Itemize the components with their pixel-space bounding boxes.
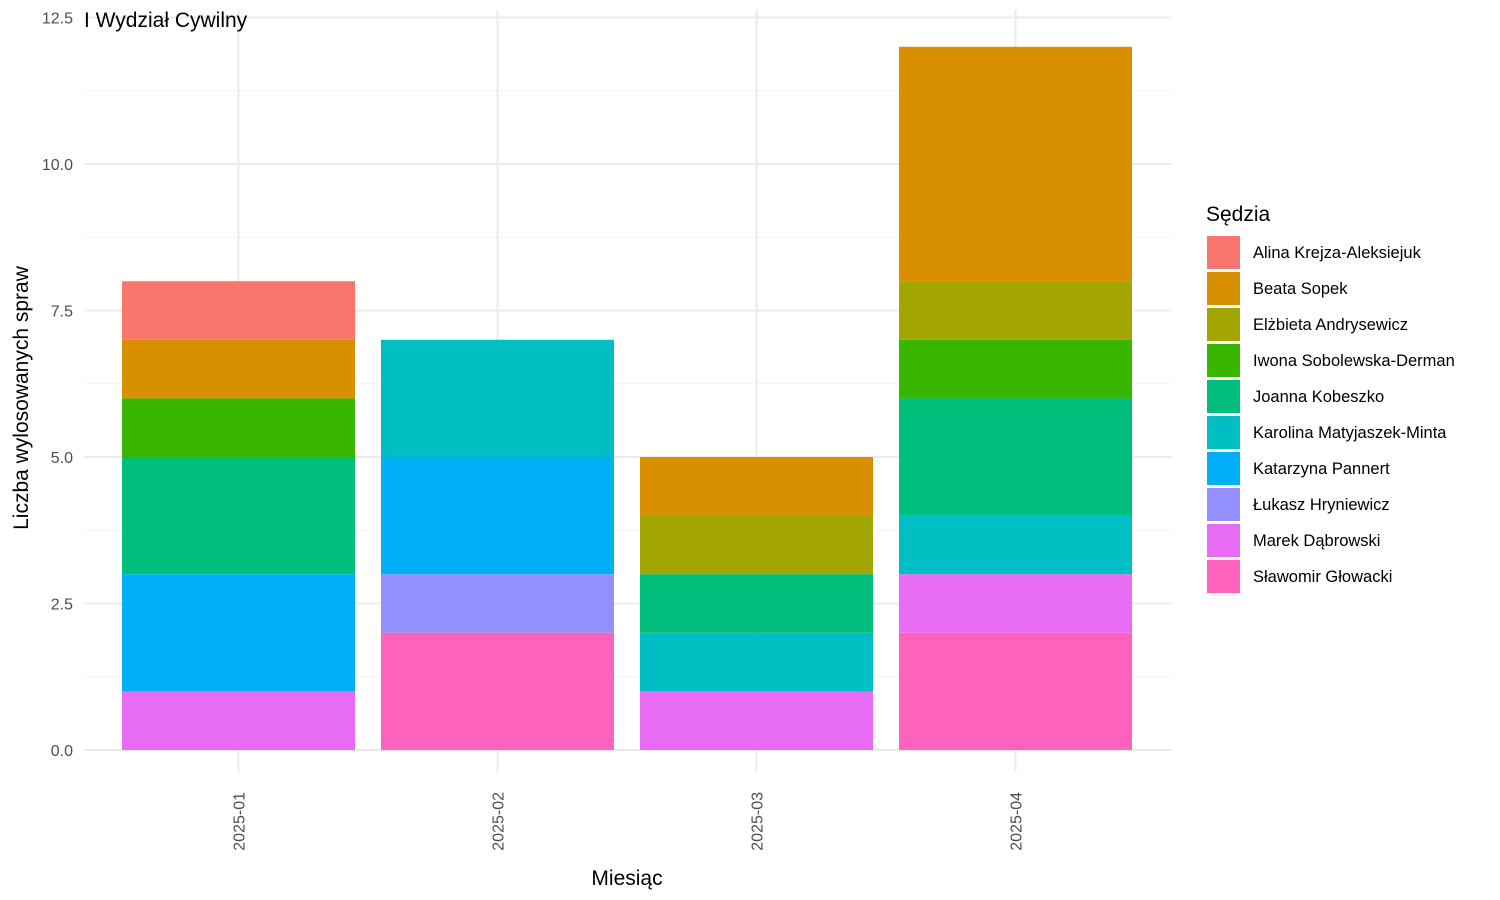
legend-swatch (1207, 560, 1240, 593)
legend-swatch (1207, 272, 1240, 305)
bar-segment (381, 574, 614, 633)
legend-label: Marek Dąbrowski (1253, 532, 1380, 550)
bar-segment (122, 574, 355, 692)
bar-segment (640, 691, 873, 750)
bar-segment (640, 515, 873, 575)
legend-label: Katarzyna Pannert (1253, 460, 1390, 478)
legend-label: Karolina Matyjaszek-Minta (1253, 424, 1447, 442)
legend-swatch (1207, 452, 1240, 485)
y-tick-label: 12.5 (42, 11, 73, 28)
bar-segment (122, 281, 355, 340)
y-axis-title: Liczba wylosowanych spraw (10, 265, 33, 530)
bar-segment (381, 457, 614, 575)
legend-swatch (1207, 308, 1240, 341)
legend-swatch (1207, 344, 1240, 377)
bar-segment (122, 339, 355, 399)
x-tick-label: 2025-01 (232, 792, 249, 851)
x-tick-label: 2025-03 (750, 792, 767, 851)
bar-segment (122, 398, 355, 457)
legend-label: Sławomir Głowacki (1253, 568, 1392, 586)
bar-segment (899, 46, 1132, 282)
bar-segment (640, 632, 873, 692)
bar-segment (899, 281, 1132, 340)
legend-swatch (1207, 524, 1240, 557)
x-tick-label: 2025-02 (491, 792, 508, 851)
legend-label: Alina Krejza-Aleksiejuk (1253, 244, 1422, 262)
bar-segment (381, 339, 614, 457)
x-tick-label: 2025-04 (1009, 792, 1026, 851)
bar-segment (640, 574, 873, 633)
legend-swatch (1207, 488, 1240, 521)
y-tick-label: 10.0 (42, 157, 73, 174)
legend-title: Sędzia (1206, 203, 1271, 226)
y-axis-ticks: 0.0 2.5 5.0 7.5 10.0 12.5 (42, 11, 73, 761)
bars-layer (122, 46, 1132, 750)
chart-title: I Wydział Cywilny (84, 9, 248, 32)
bar-segment (899, 515, 1132, 575)
x-axis-title: Miesiąc (591, 867, 662, 890)
legend-label: Elżbieta Andrysewicz (1253, 316, 1408, 334)
y-tick-label: 7.5 (51, 304, 73, 321)
legend-label: Łukasz Hryniewicz (1253, 496, 1390, 514)
bar-segment (640, 457, 873, 516)
y-tick-label: 5.0 (51, 450, 73, 467)
bar-segment (899, 398, 1132, 516)
y-tick-label: 0.0 (51, 743, 73, 760)
legend-label: Joanna Kobeszko (1253, 388, 1384, 406)
y-tick-label: 2.5 (51, 597, 73, 614)
bar-segment (899, 632, 1132, 750)
legend-label: Beata Sopek (1253, 280, 1348, 298)
bar-segment (899, 339, 1132, 399)
legend: Sędzia Alina Krejza-Aleksiejuk Beata Sope… (1206, 203, 1455, 593)
bar-segment (899, 574, 1132, 633)
legend-swatch (1207, 416, 1240, 449)
bar-segment (381, 632, 614, 750)
legend-swatch (1207, 380, 1240, 413)
legend-label: Iwona Sobolewska-Derman (1253, 352, 1455, 370)
x-axis-ticks: 2025-01 2025-02 2025-03 2025-04 (232, 792, 1026, 851)
bar-segment (122, 691, 355, 750)
bar-segment (122, 457, 355, 575)
legend-swatch (1207, 236, 1240, 269)
